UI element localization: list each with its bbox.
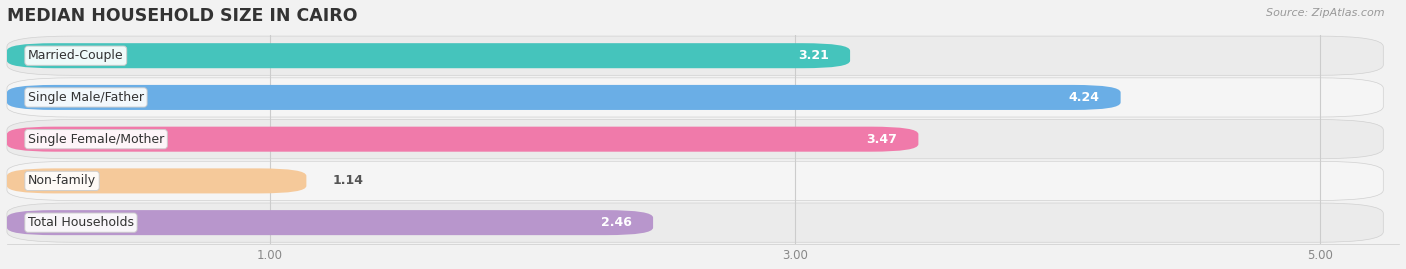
Text: Single Female/Mother: Single Female/Mother	[28, 133, 165, 146]
FancyBboxPatch shape	[7, 161, 1384, 200]
FancyBboxPatch shape	[7, 43, 851, 68]
Text: 4.24: 4.24	[1069, 91, 1099, 104]
Text: 1.14: 1.14	[333, 174, 364, 187]
Text: Married-Couple: Married-Couple	[28, 49, 124, 62]
FancyBboxPatch shape	[7, 78, 1384, 117]
FancyBboxPatch shape	[7, 203, 1384, 242]
Text: Single Male/Father: Single Male/Father	[28, 91, 143, 104]
Text: Total Households: Total Households	[28, 216, 134, 229]
FancyBboxPatch shape	[7, 168, 307, 193]
Text: 3.21: 3.21	[799, 49, 830, 62]
Text: Non-family: Non-family	[28, 174, 96, 187]
Text: MEDIAN HOUSEHOLD SIZE IN CAIRO: MEDIAN HOUSEHOLD SIZE IN CAIRO	[7, 7, 357, 25]
FancyBboxPatch shape	[7, 127, 918, 152]
Text: 2.46: 2.46	[602, 216, 633, 229]
FancyBboxPatch shape	[7, 85, 1121, 110]
FancyBboxPatch shape	[7, 210, 654, 235]
FancyBboxPatch shape	[7, 36, 1384, 75]
Text: 3.47: 3.47	[866, 133, 897, 146]
FancyBboxPatch shape	[7, 119, 1384, 159]
Text: Source: ZipAtlas.com: Source: ZipAtlas.com	[1267, 8, 1385, 18]
